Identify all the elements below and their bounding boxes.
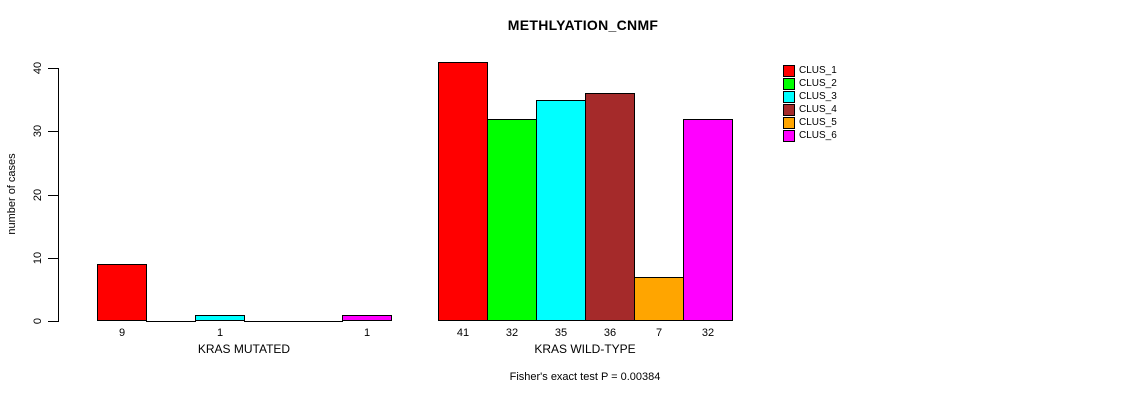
chart-title: METHLYATION_CNMF [507,17,659,33]
bar-value-label: 1 [363,327,371,339]
legend-swatch-clus-5 [783,116,795,129]
bar-value-label: 35 [554,327,568,339]
legend-label: CLUS_4 [799,104,837,115]
legend-label: CLUS_2 [799,78,837,89]
legend-label: CLUS_1 [799,65,837,76]
y-tick-label: 40 [32,61,44,75]
bar-kras-mutated-clus-4 [244,321,294,322]
bar-kras-mutated-clus-3 [195,315,245,321]
bar-kras-wild-type-clus-5 [634,277,684,321]
y-tick-label: 0 [32,317,44,325]
bar-kras-wild-type-clus-2 [487,119,537,321]
bar-kras-wild-type-clus-1 [438,62,488,321]
legend-item-clus-2: CLUS_2 [783,77,837,90]
y-tick-label: 10 [32,251,44,265]
bar-kras-wild-type-clus-3 [536,100,586,321]
y-tick-label: 20 [32,188,44,202]
y-axis-line [58,68,59,322]
legend-swatch-clus-3 [783,90,795,103]
fisher-test-annotation: Fisher's exact test P = 0.00384 [509,371,661,383]
y-tick [48,321,58,322]
bar-value-label: 36 [603,327,617,339]
legend-label: CLUS_3 [799,91,837,102]
bar-kras-mutated-clus-2 [146,321,196,322]
legend-swatch-clus-6 [783,129,795,142]
bar-kras-wild-type-clus-4 [585,93,635,321]
bar-value-label: 32 [505,327,519,339]
legend-item-clus-1: CLUS_1 [783,64,837,77]
bar-value-label: 41 [456,327,470,339]
legend-label: CLUS_6 [799,130,837,141]
legend-swatch-clus-4 [783,103,795,116]
bar-value-label: 1 [216,327,224,339]
y-tick-label: 30 [32,124,44,138]
y-tick [48,258,58,259]
legend-item-clus-3: CLUS_3 [783,90,837,103]
legend: CLUS_1 CLUS_2 CLUS_3 CLUS_4 CLUS_5 CLUS_6 [783,64,837,142]
bar-value-label: 7 [655,327,663,339]
legend-swatch-clus-2 [783,77,795,90]
y-tick [48,195,58,196]
group-label-kras-mutated: KRAS MUTATED [197,342,291,356]
y-tick [48,68,58,69]
bar-value-label: 9 [118,327,126,339]
bar-value-label: 32 [701,327,715,339]
bar-kras-mutated-clus-5 [293,321,343,322]
legend-item-clus-5: CLUS_5 [783,116,837,129]
y-tick [48,131,58,132]
bar-kras-wild-type-clus-6 [683,119,733,321]
legend-item-clus-4: CLUS_4 [783,103,837,116]
group-label-kras-wild-type: KRAS WILD-TYPE [534,342,636,356]
bar-kras-mutated-clus-6 [342,315,392,321]
legend-label: CLUS_5 [799,117,837,128]
legend-swatch-clus-1 [783,64,795,77]
legend-item-clus-6: CLUS_6 [783,129,837,142]
bar-kras-mutated-clus-1 [97,264,147,321]
